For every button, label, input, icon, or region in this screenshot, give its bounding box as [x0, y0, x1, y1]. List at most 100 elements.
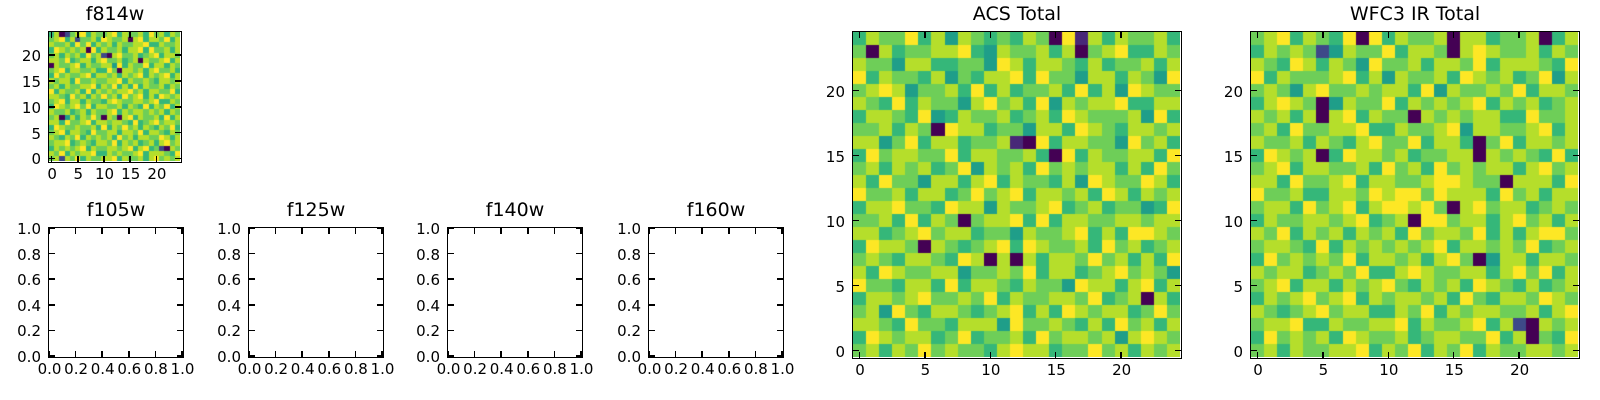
- x-tick-label: 0: [47, 165, 57, 183]
- y-tick-mark: [175, 80, 181, 82]
- subplot-title-f140w: f140w: [485, 199, 545, 221]
- x-tick-label: 0.8: [743, 360, 768, 378]
- y-tick-mark: [1573, 219, 1579, 222]
- y-tick-label: 0.8: [17, 245, 41, 264]
- x-tick-mark: [154, 351, 157, 357]
- y-tick-mark: [448, 329, 454, 332]
- x-tick-label: 0.6: [717, 360, 742, 378]
- x-tick-mark: [354, 351, 357, 357]
- x-tick-mark: [447, 351, 449, 357]
- x-tick-label: 0.6: [516, 360, 541, 378]
- x-tick-mark: [580, 351, 582, 357]
- x-tick-label: 0.2: [64, 360, 89, 378]
- x-tick-mark: [381, 228, 383, 234]
- x-tick-label: 20: [1112, 361, 1132, 379]
- x-tick-mark: [77, 32, 79, 38]
- x-tick-mark: [754, 351, 757, 357]
- subplot-title-f105w: f105w: [86, 199, 146, 221]
- y-tick-mark: [249, 329, 255, 332]
- axes-box-f140w: [447, 227, 583, 358]
- y-tick-mark: [49, 157, 55, 160]
- y-tick-mark: [377, 278, 383, 280]
- x-tick-mark: [1452, 352, 1455, 358]
- x-tick-mark: [1322, 352, 1324, 358]
- x-tick-mark: [924, 352, 926, 358]
- y-tick-mark: [377, 252, 383, 255]
- y-tick-mark: [1175, 284, 1181, 287]
- x-tick-label: 0.4: [290, 360, 315, 378]
- y-tick-mark: [377, 355, 383, 357]
- y-tick-label: 1.0: [617, 220, 641, 238]
- y-tick-label: 0.2: [416, 322, 440, 341]
- y-tick-mark: [576, 329, 582, 332]
- x-tick-label: 20: [1510, 361, 1530, 379]
- x-tick-mark: [989, 352, 992, 358]
- x-tick-label: 0: [1253, 361, 1263, 379]
- y-tick-label: 0.2: [617, 322, 641, 341]
- x-tick-mark: [473, 228, 476, 234]
- subplot-title-f814w: f814w: [85, 3, 145, 25]
- y-tick-mark: [49, 54, 55, 56]
- y-tick-label: 5: [1233, 277, 1243, 296]
- y-tick-label: 15: [21, 73, 41, 92]
- y-tick-mark: [1175, 154, 1181, 157]
- x-tick-label: 0.4: [489, 360, 514, 378]
- x-tick-label: 1.0: [569, 360, 594, 378]
- y-tick-mark: [448, 227, 454, 229]
- x-tick-mark: [1387, 352, 1390, 358]
- x-tick-label: 0.4: [90, 360, 115, 378]
- y-tick-mark: [177, 355, 183, 357]
- x-tick-mark: [181, 351, 183, 357]
- x-tick-mark: [1256, 32, 1259, 38]
- y-tick-mark: [448, 304, 454, 306]
- x-tick-mark: [553, 228, 556, 234]
- y-tick-mark: [777, 278, 783, 280]
- x-tick-mark: [274, 228, 277, 234]
- y-tick-label: 1.0: [416, 220, 440, 238]
- x-tick-mark: [1387, 32, 1390, 38]
- x-tick-mark: [101, 351, 103, 357]
- y-tick-label: 0.6: [217, 271, 241, 290]
- y-tick-mark: [177, 278, 183, 280]
- heatmap-image-f814w: [49, 32, 180, 161]
- x-tick-mark: [754, 228, 757, 234]
- x-tick-mark: [1256, 352, 1259, 358]
- y-tick-mark: [49, 106, 55, 108]
- subplot-title-f160w: f160w: [686, 199, 746, 221]
- y-tick-mark: [576, 252, 582, 255]
- x-tick-mark: [701, 351, 703, 357]
- y-tick-mark: [576, 355, 582, 357]
- y-tick-label: 0.8: [617, 245, 641, 264]
- x-tick-mark: [924, 32, 926, 38]
- y-tick-label: 0.2: [17, 322, 41, 341]
- x-tick-label: 0.8: [143, 360, 168, 378]
- axes-box-f160w: [648, 227, 784, 358]
- axes-box-f105w: [48, 227, 184, 358]
- y-tick-label: 20: [21, 47, 41, 66]
- axes-box-f125w: [248, 227, 384, 358]
- x-tick-label: 0.4: [690, 360, 715, 378]
- y-tick-label: 5: [31, 124, 41, 143]
- x-tick-label: 5: [1318, 361, 1329, 379]
- y-tick-mark: [249, 278, 255, 280]
- y-tick-mark: [448, 252, 454, 255]
- x-tick-mark: [447, 228, 449, 234]
- y-tick-mark: [777, 227, 783, 229]
- y-tick-mark: [649, 355, 655, 357]
- x-tick-label: 10: [94, 165, 115, 183]
- y-tick-label: 0: [1233, 342, 1243, 361]
- y-tick-mark: [649, 227, 655, 229]
- y-tick-label: 0: [835, 342, 845, 361]
- y-tick-label: 1.0: [17, 220, 41, 238]
- y-tick-mark: [576, 227, 582, 229]
- y-tick-mark: [1573, 349, 1579, 352]
- y-tick-mark: [1251, 284, 1257, 287]
- x-tick-label: 0.8: [343, 360, 368, 378]
- x-tick-mark: [674, 351, 677, 357]
- x-tick-label: 10: [981, 361, 1001, 379]
- x-tick-label: 0: [855, 361, 865, 379]
- x-tick-mark: [328, 228, 330, 234]
- y-tick-mark: [175, 131, 181, 134]
- y-tick-mark: [576, 304, 582, 306]
